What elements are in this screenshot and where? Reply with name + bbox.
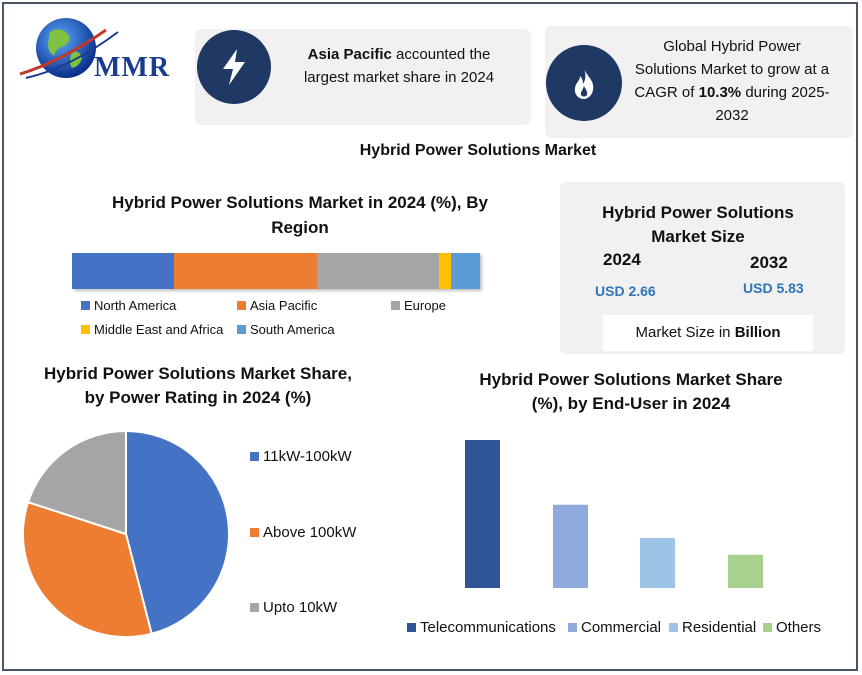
callout-cagr-line1: Global Hybrid Power Solutions Market to … [634,38,830,101]
region-segment-south-america [451,253,480,289]
pie-chart-title: Hybrid Power Solutions Market Share, by … [44,364,352,407]
legend-label: Upto 10kW [263,599,338,616]
main-title: Hybrid Power Solutions Market [359,142,597,159]
legend-label: Others [776,619,822,636]
legend-label: Middle East and Africa [94,322,224,337]
pie-slice-upto-10kw [26,429,127,536]
enduser-bar-residential [640,538,675,588]
legend-swatch [763,623,772,632]
region-stacked-bar [72,253,480,289]
legend-swatch [81,325,90,334]
flame-icon-badge [546,45,622,121]
legend-swatch [568,623,577,632]
legend-swatch [250,528,259,537]
callout-asia-rest: accounted the largest market share in 20… [303,46,495,86]
callout-asia-bold: Asia Pacific [307,46,392,63]
market-size-unit: Market Size in Billion [603,315,813,351]
legend-label: 11kW-100kW [263,448,352,465]
legend-label: Commercial [581,619,662,636]
region-legend-item-asia-pacific: Asia Pacific [237,298,317,313]
callout-cagr-line2: during 2025-2032 [715,84,830,124]
legend-swatch [237,301,246,310]
region-legend-item-north-america: North America [81,298,176,313]
enduser-legend-item-commercial: Commercial [568,619,661,636]
region-segment-middle-east-and-africa [439,253,452,289]
callout-cagr-bold: 10.3% [698,84,742,101]
market-size-value2: USD 5.83 [743,280,804,296]
globe-icon [19,18,119,79]
legend-swatch [237,325,246,334]
logo-text: MMR [94,52,171,83]
region-chart-title: Hybrid Power Solutions Market in 2024 (%… [112,193,488,237]
market-size-value1: USD 2.66 [595,283,656,299]
legend-swatch [391,301,400,310]
enduser-legend-item-others: Others [763,619,821,636]
legend-swatch [407,623,416,632]
enduser-bar-commercial [553,504,588,588]
market-size-unit-prefix: Market Size in [635,324,735,341]
pie-legend-item-11kw-100kw: 11kW-100kW [250,448,352,465]
legend-label: Telecommunications [420,619,556,636]
enduser-legend-item-telecommunications: Telecommunications [407,619,556,636]
legend-label: Asia Pacific [250,298,318,313]
enduser-bar-others [728,554,763,588]
region-legend-item-europe: Europe [391,298,446,313]
legend-swatch [669,623,678,632]
callout-cagr-text: Global Hybrid Power Solutions Market to … [632,35,832,127]
flame-icon [574,68,594,99]
region-segment-asia-pacific [174,253,317,289]
lightning-icon-badge [197,30,271,104]
pie-slice-11kw-100kw [125,429,230,635]
region-segment-europe [316,253,440,289]
pie-chart [22,429,230,638]
enduser-bar-chart [465,440,763,588]
pie-legend-item-above-100kw: Above 100kW [250,524,356,541]
market-size-title: Hybrid Power Solutions Market Size [602,203,794,246]
legend-label: South America [250,322,335,337]
legend-label: Europe [404,298,446,313]
callout-asia-text: Asia Pacific accounted the largest marke… [284,43,514,89]
legend-swatch [81,301,90,310]
market-size-year2: 2032 [750,253,788,272]
pie-slice-above-100kw [22,500,153,638]
legend-label: North America [94,298,177,313]
region-legend-item-middle-east-and-africa: Middle East and Africa [81,322,223,337]
mmr-logo: MMR [14,14,174,86]
region-segment-north-america [72,253,174,289]
enduser-bar-telecommunications [465,440,500,588]
pie-legend-item-upto-10kw: Upto 10kW [250,599,337,616]
legend-label: Above 100kW [263,524,357,541]
market-size-year1: 2024 [603,250,641,269]
legend-swatch [250,603,259,612]
enduser-chart-title: Hybrid Power Solutions Market Share (%),… [479,370,783,413]
enduser-legend-item-residential: Residential [669,619,756,636]
region-legend-item-south-america: South America [237,322,335,337]
market-size-unit-bold: Billion [734,324,781,341]
legend-swatch [250,452,259,461]
legend-label: Residential [682,619,757,636]
lightning-icon [223,49,245,85]
